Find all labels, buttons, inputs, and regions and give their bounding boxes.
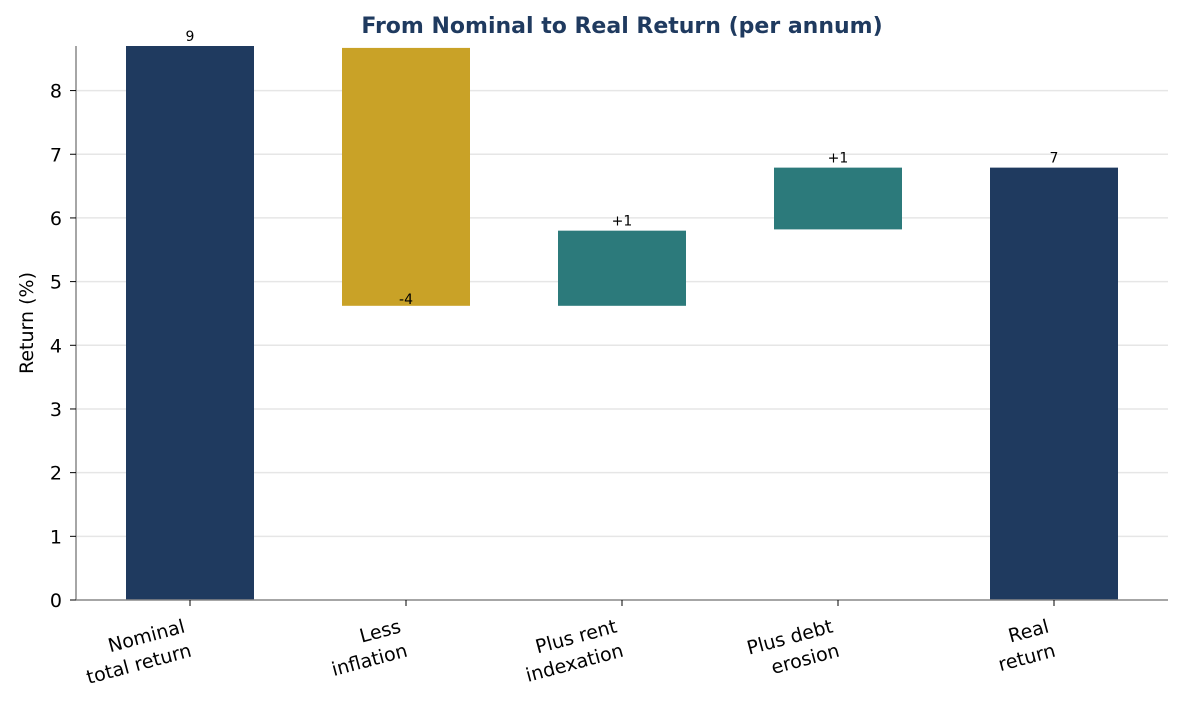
x-tick-label: Realreturn	[989, 616, 1057, 676]
bar-value-label: +1	[612, 214, 633, 230]
x-tick-label: Plus debterosion	[745, 616, 842, 684]
x-tick-label-line: return	[996, 640, 1058, 676]
y-tick-label: 8	[50, 81, 62, 103]
bar-value-label: -4	[399, 292, 413, 308]
chart-title: From Nominal to Real Return (per annum)	[361, 14, 882, 39]
bars	[126, 46, 1118, 600]
y-tick-label: 1	[50, 526, 62, 548]
data-labels: 9 -4 +1 +1 7	[186, 29, 1059, 308]
x-tick-label-line: inflation	[329, 640, 409, 681]
y-tick-label: 7	[50, 144, 62, 166]
y-tick-label: 3	[50, 399, 62, 421]
y-tick-label: 6	[50, 208, 62, 230]
bar-value-label: 7	[1050, 151, 1059, 167]
x-tick-label: Plus rentindexation	[517, 616, 626, 687]
bar-value-label: 9	[186, 29, 195, 45]
y-tick-label: 4	[50, 335, 62, 357]
bar-1	[126, 46, 254, 600]
bar-value-label: +1	[828, 151, 849, 167]
y-ticks: 0 1 2 3 4 5 6 7 8	[50, 81, 76, 612]
x-tick-label: Lessinflation	[323, 616, 410, 681]
bar-5	[990, 167, 1118, 600]
y-tick-label: 5	[50, 272, 62, 294]
y-tick-label: 2	[50, 463, 62, 485]
x-tick-label: Nominaltotal return	[78, 616, 194, 689]
y-tick-label: 0	[50, 590, 62, 612]
bar-3	[558, 230, 686, 306]
y-axis-label: Return (%)	[16, 272, 38, 374]
bar-2	[342, 47, 470, 306]
bar-4	[774, 167, 902, 230]
x-ticks: Nominaltotal return Lessinflation Plus ren…	[78, 600, 1058, 689]
